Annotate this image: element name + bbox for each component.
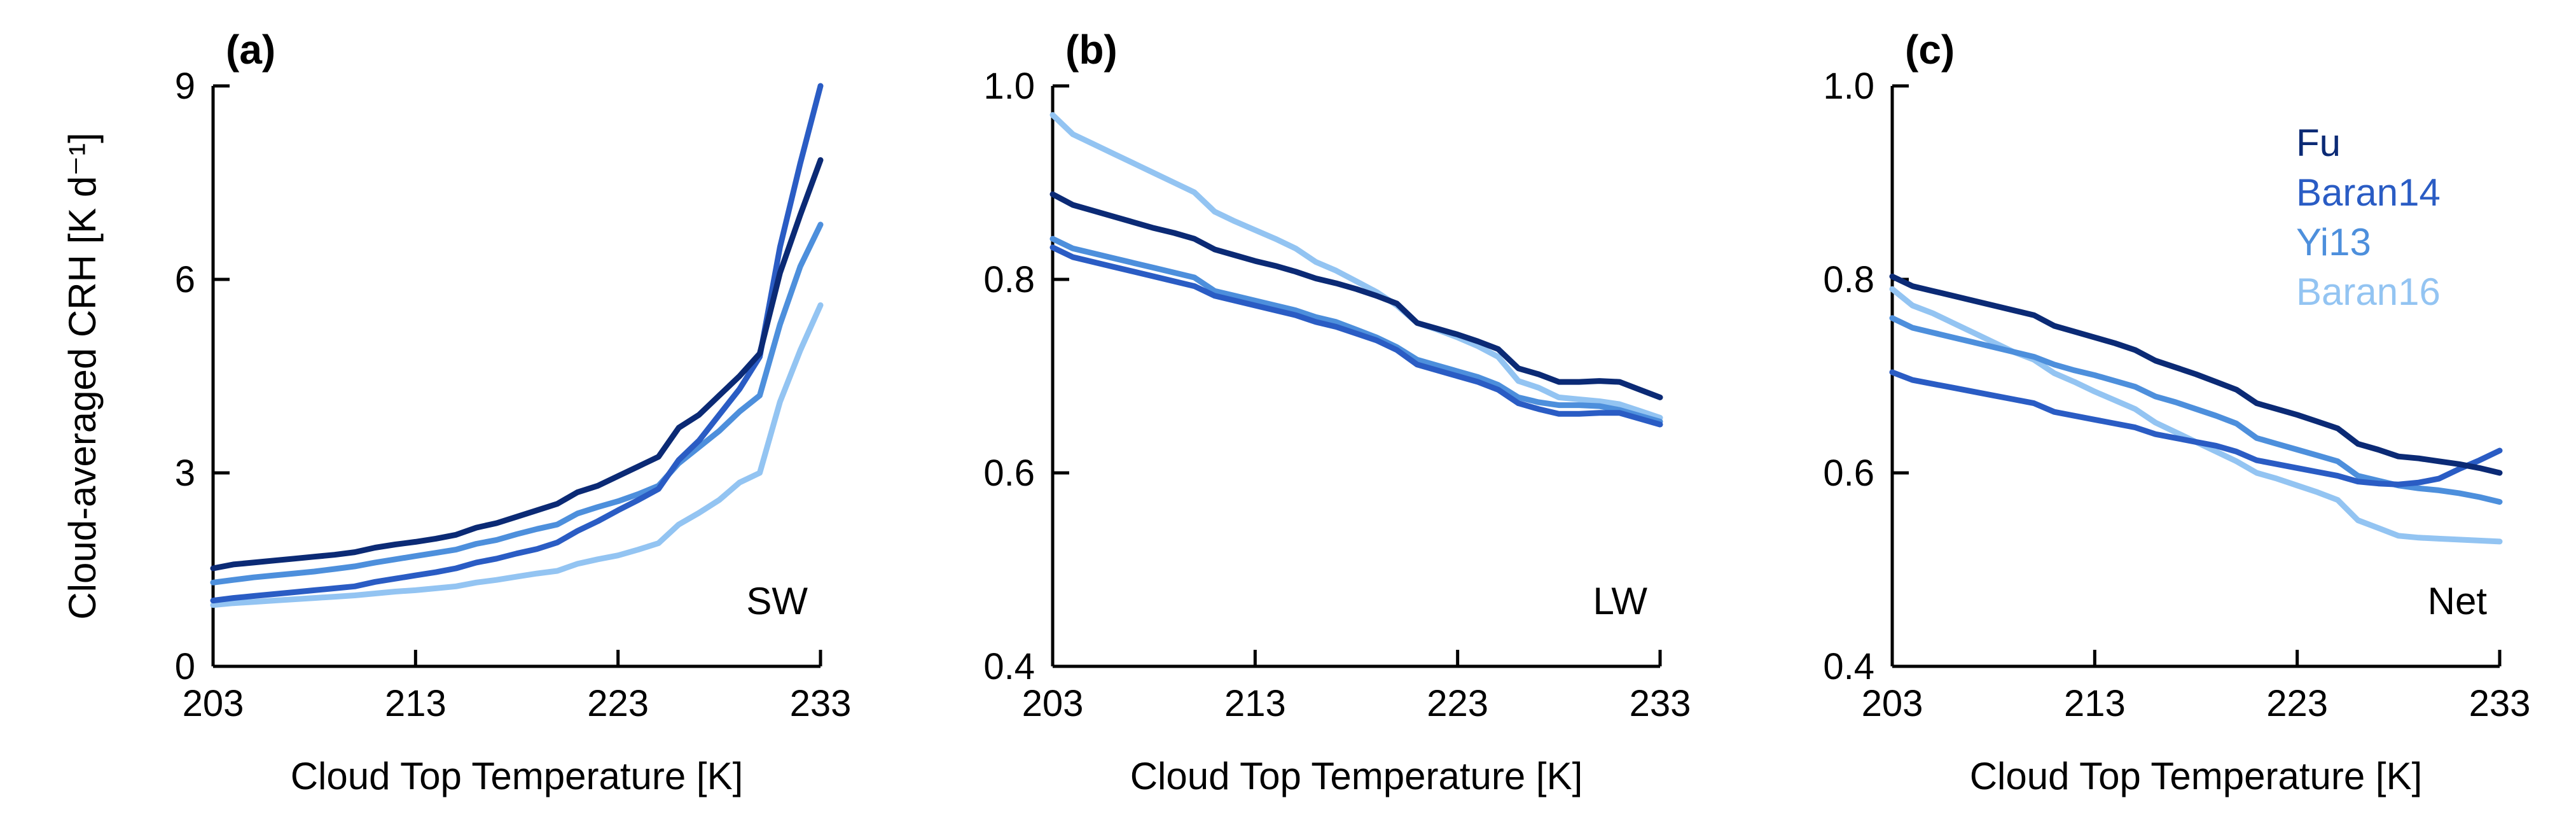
y-tick-label: 0.6 (983, 453, 1035, 494)
legend-entry-baran16: Baran16 (2296, 270, 2441, 313)
series-line-yi13 (210, 221, 824, 586)
y-tick-label: 0.6 (1823, 453, 1874, 494)
series-line-fu (1049, 191, 1663, 400)
x-axis-label: Cloud Top Temperature [K] (1130, 755, 1583, 797)
series-line-baran14 (1889, 369, 2503, 488)
x-tick-label: 233 (790, 683, 852, 724)
series-line-baran16 (210, 302, 824, 608)
y-tick-label: 0.8 (1823, 259, 1874, 300)
x-axis-label: Cloud Top Temperature [K] (1970, 755, 2423, 797)
panel-c: 0.4 0.6 0.8 1.0 203 213 223 233 Cloud Top Temper… (1823, 27, 2530, 797)
series-line-baran14 (1049, 244, 1663, 428)
panel-label: (a) (226, 27, 275, 73)
panel-tag: Net (2428, 580, 2488, 622)
series-line-baran16 (1889, 286, 2503, 545)
x-tick-label: 223 (2266, 683, 2328, 724)
series-line-baran14 (210, 83, 824, 604)
x-tick-label: 203 (183, 683, 244, 724)
y-tick-label: 0 (175, 646, 195, 687)
x-tick-label: 203 (1862, 683, 1923, 724)
legend-entry-baran14: Baran14 (2296, 171, 2441, 214)
y-tick-label: 1.0 (983, 66, 1035, 107)
x-tick-label: 213 (385, 683, 447, 724)
y-tick-label: 6 (175, 259, 195, 300)
y-tick-label: 0.4 (983, 646, 1035, 687)
x-tick-label: 203 (1022, 683, 1084, 724)
y-tick-label: 0.4 (1823, 646, 1874, 687)
panel-label: (b) (1065, 27, 1118, 73)
panel-label: (c) (1905, 27, 1955, 73)
series-line-fu (1889, 273, 2503, 476)
x-tick-label: 233 (1630, 683, 1691, 724)
x-axis-label: Cloud Top Temperature [K] (291, 755, 744, 797)
panel-tag: LW (1593, 580, 1647, 622)
series-line-baran16 (1049, 112, 1663, 421)
series-line-yi13 (1889, 315, 2503, 505)
panel-tag: SW (746, 580, 808, 622)
x-tick-label: 213 (1224, 683, 1286, 724)
x-tick-label: 233 (2469, 683, 2531, 724)
legend-entry-yi13: Yi13 (2296, 221, 2371, 263)
y-tick-label: 0.8 (983, 259, 1035, 300)
x-tick-label: 213 (2064, 683, 2126, 724)
legend-entry-fu: Fu (2296, 122, 2341, 164)
panel-a: 0 3 6 9 203 213 223 233 Cloud Top Temperature [K… (61, 27, 851, 797)
y-tick-label: 9 (175, 66, 195, 107)
series-line-fu (210, 157, 824, 572)
x-tick-label: 223 (587, 683, 649, 724)
y-tick-label: 3 (175, 453, 195, 494)
y-axis-label: Cloud-averaged CRH [K d⁻¹] (61, 132, 104, 619)
panel-b: 0.4 0.6 0.8 1.0 203 213 223 233 Cloud Top Temper… (983, 27, 1691, 797)
series-line-yi13 (1049, 235, 1663, 425)
y-tick-label: 1.0 (1823, 66, 1874, 107)
x-tick-label: 223 (1427, 683, 1488, 724)
